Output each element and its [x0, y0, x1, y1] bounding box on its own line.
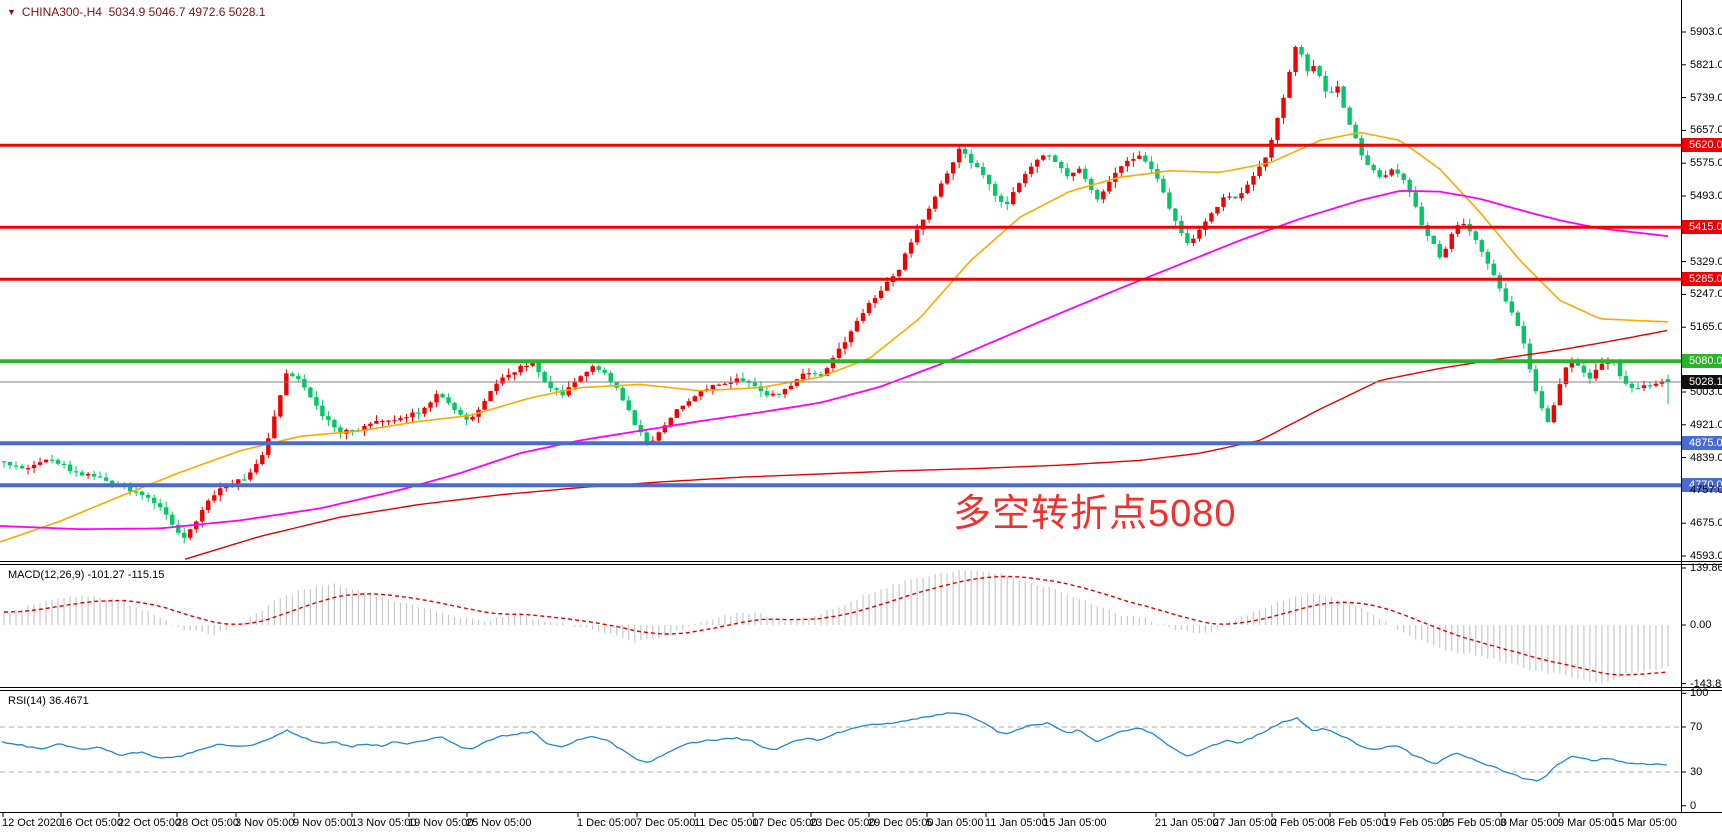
time-axis-label: 8 Feb 05:00 — [1329, 817, 1388, 829]
price-tick-label: 5247.0 — [1690, 288, 1722, 301]
time-axis-label: 3 Nov 05:00 — [235, 817, 295, 829]
price-tick-label: 4675.0 — [1690, 517, 1722, 530]
time-axis-label: 17 Dec 05:00 — [752, 817, 818, 829]
price-tick-label: 5739.0 — [1690, 91, 1722, 104]
time-axis-label: 9 Nov 05:00 — [293, 817, 353, 829]
annotation-text: 多空转折点5080 — [953, 493, 1237, 535]
time-axis-label: 15 Mar 05:00 — [1612, 817, 1677, 829]
time-axis-label: 23 Dec 05:00 — [810, 817, 876, 829]
price-level-badge-5285.0: 5285.0 — [1682, 272, 1722, 287]
time-axis-label: 11 Dec 05:00 — [694, 817, 759, 829]
time-axis-label: 22 Oct 05:00 — [118, 817, 181, 829]
price-tick-label: 4757.0 — [1690, 484, 1722, 497]
time-axis-label: 7 Dec 05:00 — [636, 817, 696, 829]
price-tick-label: 4839.0 — [1690, 451, 1722, 464]
price-level-badge-5080.0: 5080.0 — [1682, 354, 1722, 369]
current-price-badge: 5028.1 — [1682, 374, 1722, 389]
time-axis-label: 2 Feb 05:00 — [1271, 817, 1330, 829]
chart-title: ▼ CHINA300-,H4 5034.9 5046.7 4972.6 5028.… — [7, 5, 265, 19]
time-axis-label: 19 Feb 05:00 — [1384, 817, 1449, 829]
time-axis-label: 27 Jan 05:00 — [1213, 817, 1277, 829]
price-level-badge-4770.0: 4770.0 — [1682, 478, 1722, 493]
rsi-scale-label: 30 — [1690, 766, 1703, 778]
time-axis-label: 9 Mar 05:00 — [1558, 817, 1617, 829]
time-axis-label: 1 Dec 05:00 — [577, 817, 637, 829]
time-axis-label: 29 Dec 05:00 — [868, 817, 934, 829]
rsi-scale-label: 100 — [1690, 687, 1709, 700]
price-tick-label: 5165.0 — [1690, 321, 1722, 334]
symbol-timeframe-label: CHINA300-,H4 — [21, 5, 102, 19]
price-level-badge-4875.0: 4875.0 — [1682, 436, 1722, 451]
time-axis-label: 15 Jan 05:00 — [1043, 817, 1107, 829]
price-tick-label: 5329.0 — [1690, 255, 1722, 268]
rsi-scale-label: 0 — [1690, 799, 1697, 812]
time-axis-label: 19 Nov 05:00 — [408, 817, 474, 829]
price-tick-label: 5493.0 — [1690, 190, 1722, 202]
macd-indicator-label: MACD(12,26,9) -101.27 -115.15 — [8, 569, 165, 581]
time-axis-label: 11 Jan 05:00 — [985, 817, 1048, 829]
macd-scale-label: -143.82 — [1690, 677, 1722, 690]
time-axis-label: 3 Mar 05:00 — [1500, 817, 1559, 829]
price-level-badge-5415.0: 5415.0 — [1682, 220, 1722, 235]
time-axis-label: 28 Oct 05:00 — [176, 817, 239, 829]
time-axis-label: 13 Nov 05:00 — [351, 817, 417, 829]
price-tick-label: 5821.0 — [1690, 58, 1722, 71]
symbol-dropdown-icon[interactable]: ▼ — [7, 7, 16, 17]
price-tick-label: 4921.0 — [1690, 418, 1722, 431]
price-tick-label: 5003.0 — [1690, 386, 1722, 398]
price-tick-label: 5903.0 — [1690, 26, 1722, 38]
time-axis-label: 16 Oct 05:00 — [60, 817, 123, 829]
price-tick-label: 5657.0 — [1690, 124, 1722, 137]
rsi-scale-label: 70 — [1690, 721, 1703, 733]
time-axis-label: 25 Nov 05:00 — [466, 817, 532, 829]
price-tick-label: 4593.0 — [1690, 550, 1722, 562]
time-axis-label: 21 Jan 05:00 — [1155, 817, 1219, 829]
price-tick-label: 5575.0 — [1690, 157, 1722, 170]
price-level-badge-5620.0: 5620.0 — [1682, 138, 1722, 153]
macd-scale-label: 0.00 — [1690, 619, 1712, 631]
time-axis-label: 12 Oct 2020 — [2, 817, 62, 829]
rsi-indicator-label: RSI(14) 36.4671 — [8, 695, 89, 707]
ohlc-readout: 5034.9 5046.7 4972.6 5028.1 — [108, 5, 266, 19]
time-axis-label: 25 Feb 05:00 — [1442, 817, 1507, 829]
time-axis-label: 5 Jan 05:00 — [926, 817, 984, 829]
macd-scale-label: 139.86 — [1690, 562, 1722, 574]
